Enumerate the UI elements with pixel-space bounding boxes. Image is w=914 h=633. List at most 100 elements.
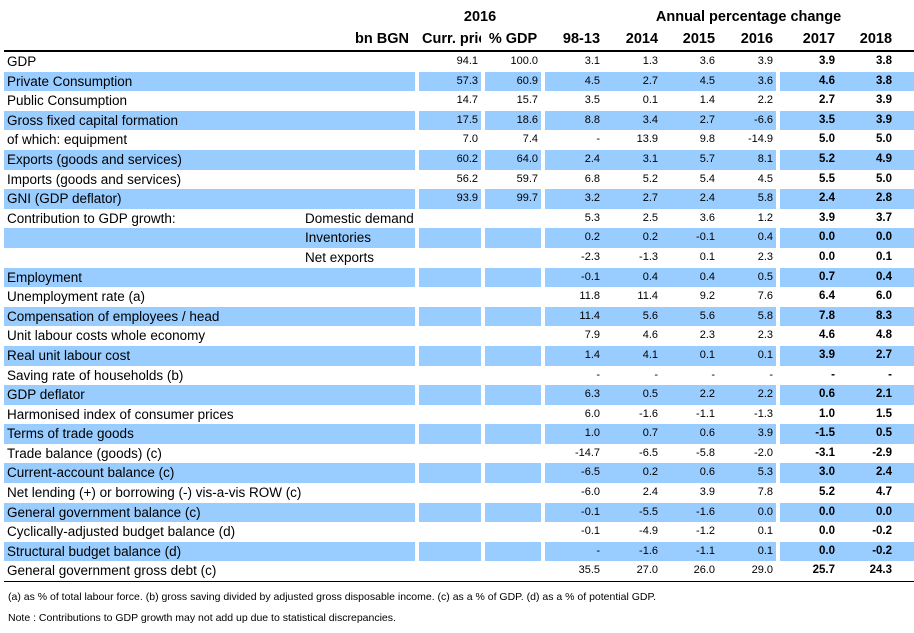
cell-curr-prices: 7.0 xyxy=(462,133,478,146)
cell-2014: 0.2 xyxy=(603,228,662,248)
cell-2014: 27.0 xyxy=(603,561,662,583)
cell-2017: - xyxy=(831,368,836,381)
row-label: Contribution to GDP growth: xyxy=(7,210,176,226)
table-row: Unemployment rate (a) 11.8 11.4 9.2 7.6 6.4 6.… xyxy=(4,287,914,307)
cell-2017: 0.0 xyxy=(780,228,839,248)
cell-2018: 2.1 xyxy=(838,385,896,405)
table-row: Gross fixed capital formation 17.5 18.6 8.8… xyxy=(4,110,914,131)
cell-2014: 5.6 xyxy=(603,306,662,327)
row-label: Trade balance (goods) (c) xyxy=(7,445,162,461)
cell-curr-prices xyxy=(419,522,481,542)
cell-2014: -1.6 xyxy=(639,407,659,420)
cell-2017: 3.9 xyxy=(780,345,839,366)
cell-curr-prices xyxy=(419,444,481,464)
table-row: Contribution to GDP growth: Domestic dema… xyxy=(4,209,914,229)
cell-pct-gdp: 100.0 xyxy=(510,55,539,67)
cell-2018: 6.0 xyxy=(876,290,893,303)
cell-2018: 2.8 xyxy=(838,189,896,209)
cell-2015: 2.4 xyxy=(661,189,719,209)
column-gap xyxy=(415,541,419,562)
cell-2015: 3.9 xyxy=(699,486,716,499)
cell-2016: - xyxy=(769,368,774,381)
cell-2015: 4.5 xyxy=(661,71,719,92)
row-label: General government gross debt (c) xyxy=(4,561,302,583)
cell-curr-prices: 93.9 xyxy=(419,189,481,209)
column-gap xyxy=(415,561,419,583)
header-curr-prices: Curr. prices xyxy=(419,28,481,52)
column-gap xyxy=(415,502,419,523)
cell-2014: 0.1 xyxy=(642,94,659,107)
cell-2019: 5.7 xyxy=(895,287,914,307)
row-label xyxy=(4,228,302,248)
row-sublabel xyxy=(302,287,415,307)
cell-2014: -5.5 xyxy=(603,502,662,523)
column-gap xyxy=(481,228,485,248)
cell-2018: 0.0 xyxy=(838,502,896,523)
cell-2018: 1.5 xyxy=(876,407,893,420)
cell-2019: - xyxy=(895,366,914,386)
cell-2017: 0.7 xyxy=(780,267,839,288)
cell-2017: 6.4 xyxy=(819,290,836,303)
cell-2019: 3.8 xyxy=(895,110,914,131)
cell-2017: 3.5 xyxy=(780,110,839,131)
column-gap xyxy=(481,385,485,405)
cell-2017: 4.6 xyxy=(780,71,839,92)
row-label: Imports (goods and services) xyxy=(7,171,182,187)
cell-2014: 4.1 xyxy=(603,345,662,366)
cell-2019: 3.6 xyxy=(895,51,914,72)
column-gap xyxy=(541,110,546,131)
cell-pct-gdp xyxy=(485,287,541,307)
cell-2019: 0.0 xyxy=(895,228,914,248)
cell-curr-prices xyxy=(419,345,481,366)
cell-2018: 2.4 xyxy=(838,463,896,484)
cell-2016: 2.2 xyxy=(757,94,774,107)
row-sublabel xyxy=(302,502,415,523)
cell-2018: -0.2 xyxy=(872,525,893,538)
cell-2016: -2.0 xyxy=(754,446,774,459)
cell-98-13: 6.0 xyxy=(584,407,601,420)
cell-curr-prices xyxy=(419,366,481,386)
table-row: Harmonised index of consumer prices 6.0 -1… xyxy=(4,405,914,425)
cell-2014: 13.9 xyxy=(636,133,659,146)
header-row-top: 2016 Annual percentage change xyxy=(4,6,914,28)
cell-2019: -0.1 xyxy=(895,522,914,542)
cell-2017: 0.0 xyxy=(819,250,836,263)
header-annual-change: Annual percentage change xyxy=(655,9,842,25)
cell-98-13: 5.3 xyxy=(584,211,601,224)
row-label: Employment xyxy=(4,267,302,288)
row-sublabel xyxy=(302,463,415,484)
cell-curr-prices xyxy=(419,483,481,503)
table-row: of which: equipment 7.0 7.4 - 13.9 9.8 -14.9 5.… xyxy=(4,130,914,150)
cell-2018: 4.8 xyxy=(876,329,893,342)
row-label: Public Consumption xyxy=(7,93,128,109)
cell-2014: 11.4 xyxy=(637,290,659,303)
row-sublabel xyxy=(302,130,415,150)
cell-pct-gdp xyxy=(485,228,542,248)
cell-2016: 7.8 xyxy=(757,486,774,499)
cell-2017: 5.0 xyxy=(819,133,836,146)
cell-2014: -1.3 xyxy=(639,250,659,263)
cell-2019: 0.4 xyxy=(895,424,914,444)
row-sublabel xyxy=(302,51,415,72)
column-gap xyxy=(776,228,781,248)
table-row: Saving rate of households (b)------- xyxy=(4,366,914,386)
cell-2019: 2.8 xyxy=(895,91,914,111)
cell-98-13: 6.3 xyxy=(545,385,604,405)
row-sublabel xyxy=(302,71,415,92)
cell-pct-gdp xyxy=(485,522,541,542)
cell-pct-gdp xyxy=(485,502,542,523)
cell-curr-prices xyxy=(419,306,481,327)
row-label: Real unit labour cost xyxy=(4,345,302,366)
cell-2014: 5.2 xyxy=(642,172,659,185)
row-sublabel xyxy=(302,522,415,542)
cell-curr-prices: 60.2 xyxy=(419,149,481,170)
cell-2016: 3.9 xyxy=(718,424,777,444)
cell-2016: -14.9 xyxy=(747,133,774,146)
cell-2017: 25.7 xyxy=(780,561,839,583)
row-label: Private Consumption xyxy=(4,71,302,92)
cell-2019: 3.3 xyxy=(895,209,914,229)
column-gap xyxy=(415,345,419,366)
